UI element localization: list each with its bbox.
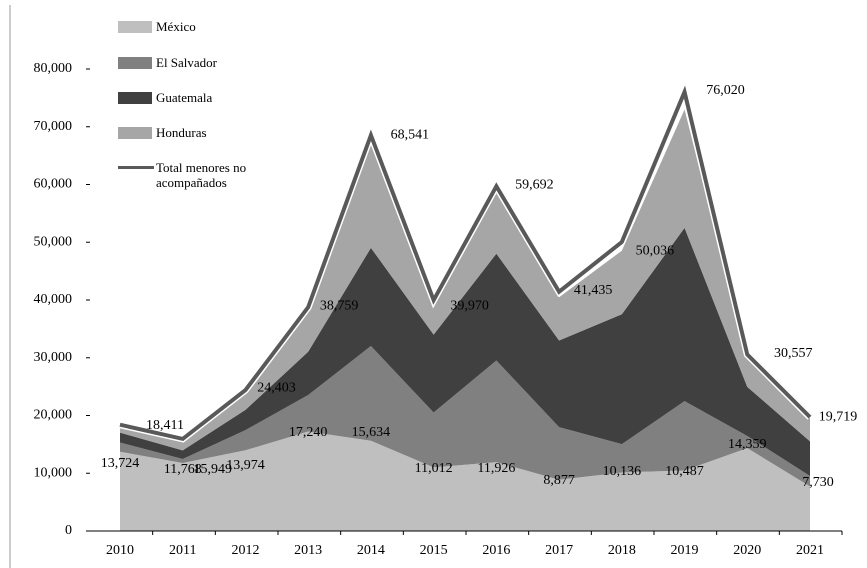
y-tick-label: 70,000 <box>34 119 73 134</box>
legend-swatch <box>118 57 152 69</box>
total-line <box>119 85 812 442</box>
base-label: 10,136 <box>603 464 642 479</box>
base-label: 13,974 <box>226 458 265 473</box>
x-tick-label: 2016 <box>482 543 510 558</box>
area <box>120 346 810 487</box>
total-label: 24,403 <box>257 380 296 395</box>
legend-swatch <box>118 127 152 139</box>
area <box>120 227 810 476</box>
legend-label: Honduras <box>156 125 207 140</box>
base-label: 15,634 <box>352 425 391 440</box>
x-tick-label: 2019 <box>671 543 699 558</box>
base-label: 17,240 <box>289 425 328 440</box>
y-tick-label: 80,000 <box>34 61 73 76</box>
total-label: 19,719 <box>819 409 858 424</box>
total-label: 68,541 <box>391 127 430 142</box>
legend-label: El Salvador <box>156 55 218 70</box>
base-label: 14,359 <box>728 437 767 452</box>
y-tick-label: 50,000 <box>34 234 73 249</box>
base-label: 10,487 <box>665 464 704 479</box>
base-label: 8,877 <box>543 473 575 488</box>
total-label: 39,970 <box>450 298 489 313</box>
x-tick-label: 2020 <box>733 543 761 558</box>
total-label: 50,036 <box>636 243 675 258</box>
base-label: 13,724 <box>101 456 140 471</box>
base-label: 11,768 <box>164 462 202 477</box>
legend-label: Guatemala <box>156 90 213 105</box>
y-tick-label: 60,000 <box>34 177 73 192</box>
x-tick-label: 2013 <box>294 543 322 558</box>
base-label: 11,012 <box>415 461 453 476</box>
total-label: 59,692 <box>515 177 554 192</box>
x-tick-label: 2021 <box>796 543 824 558</box>
x-tick-label: 2012 <box>231 543 259 558</box>
total-label: 15,949 <box>193 462 232 477</box>
base-label: 7,730 <box>802 475 834 490</box>
y-tick-label: 20,000 <box>34 408 73 423</box>
x-tick-label: 2014 <box>357 543 385 558</box>
x-tick-label: 2018 <box>608 543 636 558</box>
total-label: 18,411 <box>146 418 184 433</box>
legend-line <box>118 166 154 169</box>
total-label: 76,020 <box>706 83 745 98</box>
total-label: 30,557 <box>774 346 813 361</box>
y-tick-label: 30,000 <box>34 350 73 365</box>
y-tick-label: 40,000 <box>34 292 73 307</box>
legend-swatch <box>118 92 152 104</box>
legend-label: Total menores no acompañados <box>156 160 247 190</box>
legend-swatch <box>118 21 152 33</box>
base-label: 11,926 <box>477 461 515 476</box>
x-tick-label: 2010 <box>106 543 134 558</box>
legend-label: México <box>156 19 196 34</box>
x-tick-label: 2017 <box>545 543 573 558</box>
area <box>120 109 810 451</box>
area <box>120 431 810 531</box>
x-tick-label: 2015 <box>420 543 448 558</box>
x-tick-label: 2011 <box>169 543 196 558</box>
total-label: 38,759 <box>320 298 359 313</box>
y-tick-label: 10,000 <box>34 465 73 480</box>
total-label: 41,435 <box>574 283 613 298</box>
y-tick-label: 0 <box>65 523 72 538</box>
